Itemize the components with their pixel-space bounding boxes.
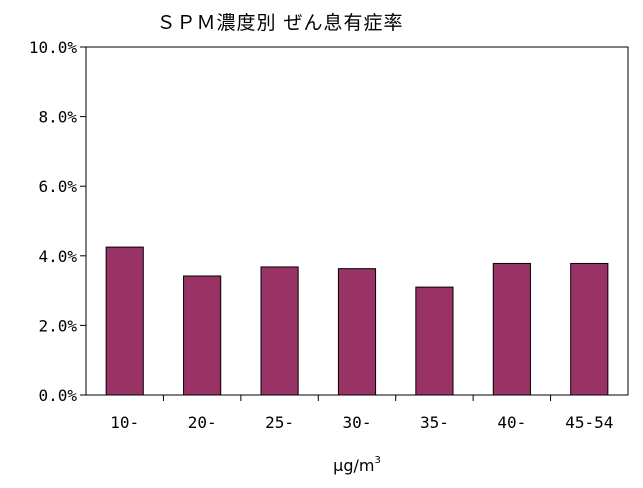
- bar: [570, 262, 609, 396]
- bar: [260, 266, 299, 396]
- x-tick-label: 35-: [420, 413, 449, 432]
- y-tick-label: 8.0%: [38, 108, 77, 127]
- bar: [183, 275, 222, 396]
- x-tick-label: 45-54: [565, 413, 613, 432]
- y-tick-label: 6.0%: [38, 177, 77, 196]
- x-axis: 10- 20- 25- 30- 35- 40- 45-54: [110, 395, 613, 432]
- bar-series: [105, 246, 609, 396]
- x-tick-label: 10-: [110, 413, 139, 432]
- y-axis: 0.0% 2.0% 4.0% 6.0% 8.0% 10.0%: [29, 38, 86, 405]
- x-tick-label: 30-: [343, 413, 372, 432]
- x-tick-label: 40-: [497, 413, 526, 432]
- x-axis-unit: μg/m: [333, 456, 374, 475]
- bar: [105, 246, 144, 396]
- bar: [492, 262, 531, 396]
- bar: [415, 286, 454, 396]
- x-tick-label: 20-: [188, 413, 217, 432]
- x-axis-label: μg/m3: [333, 455, 381, 475]
- chart-title: ＳＰＭ濃度別 ぜん息有症率: [156, 12, 403, 34]
- y-tick-label: 10.0%: [29, 38, 78, 57]
- x-tick-label: 25-: [265, 413, 294, 432]
- bar: [337, 268, 377, 396]
- y-tick-label: 0.0%: [38, 386, 77, 405]
- y-tick-label: 2.0%: [38, 316, 77, 335]
- x-axis-unit-superscript: 3: [374, 455, 380, 466]
- y-tick-label: 4.0%: [38, 247, 77, 266]
